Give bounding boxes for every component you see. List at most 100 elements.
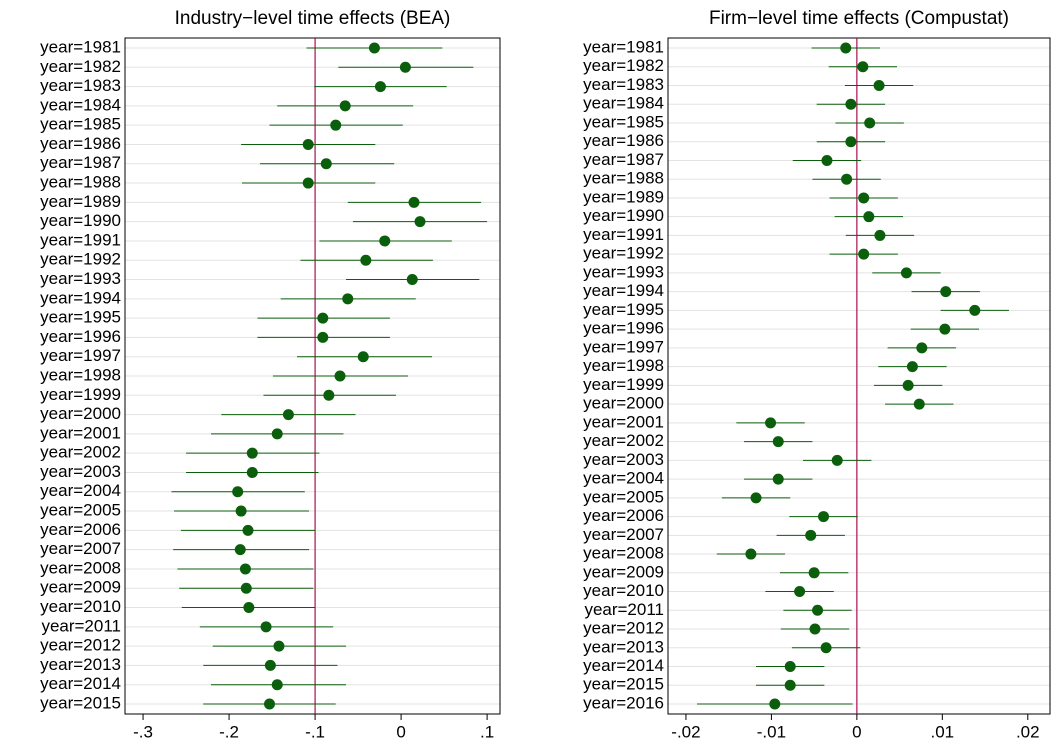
x-tick-label: -.02 [671, 722, 700, 741]
estimate-dot [273, 640, 285, 652]
x-tick-label: -.1 [305, 722, 325, 741]
estimate-dot [235, 505, 247, 517]
estimate-dot [913, 398, 925, 410]
estimate-dot [271, 428, 283, 440]
estimate-dot [406, 274, 418, 286]
estimate-dot [821, 154, 833, 166]
y-tick-label: year=1983 [583, 75, 664, 94]
y-tick-label: year=2011 [41, 616, 121, 635]
x-tick-label: 0 [396, 722, 405, 741]
y-tick-label: year=1997 [40, 346, 121, 365]
y-tick-label: year=1996 [583, 319, 664, 338]
estimate-dot [360, 254, 372, 266]
estimate-dot [794, 586, 806, 598]
y-tick-label: year=2013 [583, 637, 664, 656]
estimate-dot [765, 417, 777, 429]
estimate-dot [845, 98, 857, 110]
estimate-dot [342, 293, 354, 305]
y-tick-label: year=2010 [583, 581, 664, 600]
y-tick-label: year=1981 [583, 37, 664, 56]
y-tick-label: year=1988 [40, 173, 121, 192]
estimate-dot [239, 563, 251, 575]
y-tick-label: year=2005 [40, 501, 121, 520]
estimate-dot [772, 436, 784, 448]
estimate-dot [969, 304, 981, 316]
estimate-dot [820, 642, 832, 654]
y-tick-label: year=1989 [40, 192, 121, 211]
y-tick-label: year=2013 [40, 655, 121, 674]
y-tick-label: year=1984 [583, 94, 664, 113]
estimate-dot [858, 248, 870, 260]
estimate-dot [408, 196, 420, 208]
x-tick-label: 0 [852, 722, 861, 741]
y-tick-label: year=2012 [583, 619, 664, 638]
y-tick-label: year=1985 [583, 112, 664, 131]
x-tick-label: -.3 [133, 722, 153, 741]
y-tick-label: year=1990 [40, 211, 121, 230]
estimate-dot [357, 351, 369, 363]
estimate-dot [232, 486, 244, 498]
y-tick-label: year=1999 [40, 385, 121, 404]
estimate-dot [772, 473, 784, 485]
estimate-dot [857, 61, 869, 73]
y-tick-label: year=1998 [40, 365, 121, 384]
y-tick-label: year=1987 [40, 153, 121, 172]
estimate-dot [263, 698, 275, 710]
y-tick-label: year=2011 [584, 600, 664, 619]
y-tick-label: year=1994 [40, 288, 121, 307]
estimate-dot [939, 323, 951, 335]
estimate-dot [818, 511, 830, 523]
estimate-dot [330, 119, 342, 131]
y-tick-label: year=1984 [40, 95, 121, 114]
panel-title: Firm−level time effects (Compustat) [709, 8, 1009, 29]
plot-frame [667, 37, 1051, 715]
y-tick-label: year=1982 [40, 57, 121, 76]
y-tick-label: year=2000 [40, 404, 121, 423]
estimate-dot [399, 61, 411, 73]
y-tick-label: year=2015 [40, 693, 121, 712]
estimate-dot [414, 216, 426, 228]
y-tick-label: year=1997 [583, 337, 664, 356]
estimate-dot [750, 492, 762, 504]
estimate-dot [323, 389, 335, 401]
y-tick-label: year=1982 [583, 56, 664, 75]
estimate-dot [320, 158, 332, 170]
estimate-dot [240, 582, 252, 594]
y-tick-label: year=1995 [583, 300, 664, 319]
y-tick-label: year=1981 [40, 37, 121, 56]
panel-title: Industry−level time effects (BEA) [175, 8, 451, 29]
y-tick-label: year=2002 [583, 431, 664, 450]
estimate-dot [873, 79, 885, 91]
y-tick-label: year=2004 [40, 481, 121, 500]
y-tick-label: year=2005 [583, 487, 664, 506]
y-tick-label: year=2009 [583, 562, 664, 581]
y-tick-label: year=1983 [40, 76, 121, 95]
y-tick-label: year=1989 [583, 187, 664, 206]
estimate-dot [784, 661, 796, 673]
y-tick-label: year=1986 [40, 134, 121, 153]
estimate-dot [242, 524, 254, 536]
estimate-dot [840, 42, 852, 54]
estimate-dot [808, 567, 820, 579]
estimate-dot [858, 192, 870, 204]
x-tick-label: -.2 [219, 722, 239, 741]
estimate-dot [260, 621, 272, 633]
estimate-dot [900, 267, 912, 279]
y-tick-label: year=1993 [583, 262, 664, 281]
y-tick-label: year=2000 [583, 394, 664, 413]
y-tick-label: year=2010 [40, 597, 121, 616]
y-tick-label: year=2004 [583, 469, 664, 488]
y-tick-label: year=2014 [583, 656, 664, 675]
y-tick-label: year=1991 [583, 225, 664, 244]
y-tick-label: year=2002 [40, 443, 121, 462]
y-tick-label: year=2008 [583, 544, 664, 563]
y-tick-label: year=2007 [40, 539, 121, 558]
x-tick-label: -.01 [757, 722, 786, 741]
estimate-dot [769, 698, 781, 710]
y-tick-label: year=1995 [40, 308, 121, 327]
y-tick-label: year=2006 [40, 520, 121, 539]
estimate-dot [845, 136, 857, 148]
y-tick-label: year=2016 [583, 693, 664, 712]
x-tick-label: .02 [1016, 722, 1040, 741]
estimate-dot [317, 312, 329, 324]
